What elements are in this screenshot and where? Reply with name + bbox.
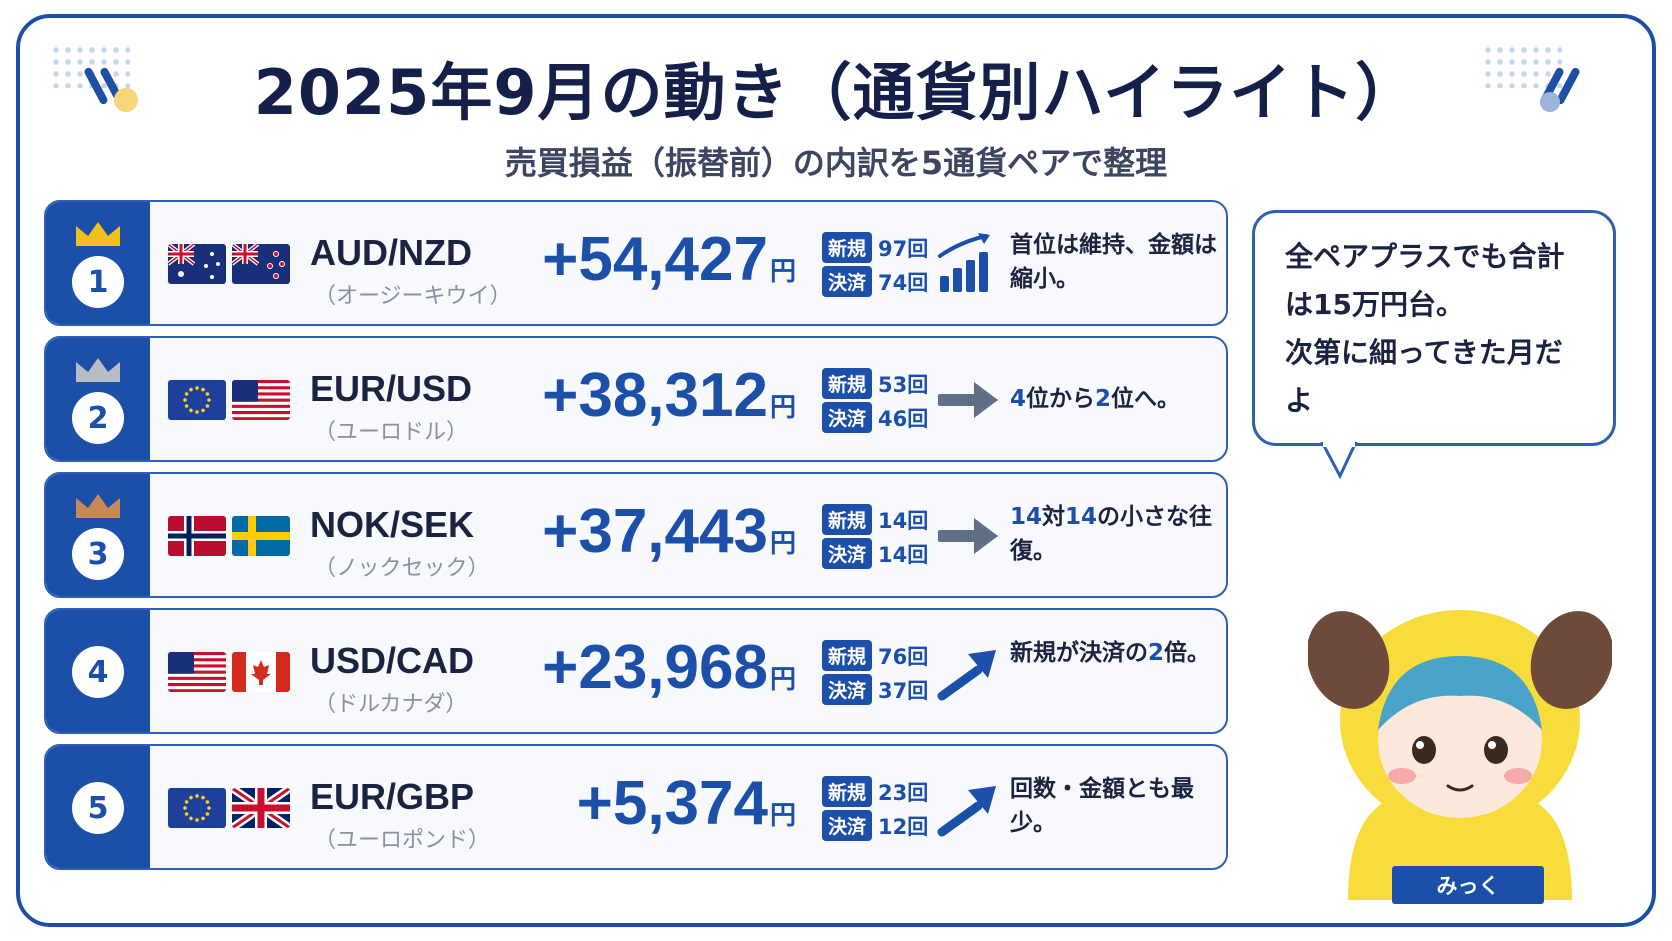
ranking-row: 3 NOK/SEK （ノックセック） +37,443円 新規 14回 決済 14回 … <box>44 472 1228 598</box>
new-count: 新規 14回 <box>822 504 928 535</box>
flags <box>168 788 290 828</box>
flag-eu-icon <box>168 380 226 420</box>
profit-amount: +54,427円 <box>542 225 796 294</box>
new-count: 新規 76回 <box>822 640 928 671</box>
rank-column: 2 <box>46 338 150 460</box>
speech-line: は15万円台。 <box>1285 288 1464 321</box>
circle-decoration <box>114 88 138 112</box>
flag-gb-icon <box>232 788 290 828</box>
profit-amount: +38,312円 <box>542 361 796 430</box>
ranking-row: 2 EUR/USD （ユーロドル） +38,312円 新規 53回 決済 46回 4… <box>44 336 1228 462</box>
flag-se-icon <box>232 516 290 556</box>
pair-name: NOK/SEK <box>310 504 475 545</box>
settle-count: 決済 37回 <box>822 674 928 705</box>
speech-line: よ <box>1285 384 1314 417</box>
speech-line: 全ペアプラスでも合計 <box>1285 240 1565 273</box>
pair-name: EUR/USD <box>310 368 473 409</box>
settle-count: 決済 74回 <box>822 266 928 297</box>
new-count: 新規 53回 <box>822 368 928 399</box>
row-comment: 14対14の小さな往復。 <box>1010 504 1213 564</box>
row-comment: 回数・金額とも最少。 <box>1010 776 1194 836</box>
speech-bubble: 全ペアプラスでも合計 は15万円台。 次第に細ってきた月だ よ <box>1252 210 1616 446</box>
rank-number: 5 <box>72 782 124 834</box>
crown-gold-icon <box>76 222 120 246</box>
pair-name: USD/CAD <box>310 640 475 681</box>
pair-kana: （オージーキウイ） <box>314 284 512 309</box>
pair-kana: （ユーロドル） <box>314 420 469 445</box>
flag-eu-icon <box>168 788 226 828</box>
flag-us-icon <box>232 380 290 420</box>
row-comment: 首位は維持、金額は縮小。 <box>1010 232 1217 292</box>
pair-kana: （ノックセック） <box>314 556 490 581</box>
circle-decoration <box>1540 92 1560 112</box>
profit-amount: +37,443円 <box>542 497 796 566</box>
flags <box>168 380 290 420</box>
flag-ca-icon <box>232 652 290 692</box>
mascot-nameplate: みっく <box>1392 866 1544 904</box>
profit-amount: +23,968円 <box>542 633 796 702</box>
crown-bronze-icon <box>76 494 120 518</box>
pair-name: AUD/NZD <box>310 232 472 273</box>
rank-number: 2 <box>72 392 124 444</box>
rank-column: 5 <box>46 746 150 868</box>
row-comment: 4位から2位へ。 <box>1010 386 1181 412</box>
flag-nz-icon <box>232 244 290 284</box>
pair-kana: （ドルカナダ） <box>314 692 468 717</box>
pair-kana: （ユーロポンド） <box>314 828 491 853</box>
ranking-row: 1 AUD/NZD （オージーキウイ） +54,427円 新規 97回 決済 74回… <box>44 200 1228 326</box>
rank-number: 3 <box>72 528 124 580</box>
mascot-character-icon <box>1308 610 1612 900</box>
row-comment: 新規が決済の2倍。 <box>1010 640 1211 666</box>
speech-tail <box>1320 442 1358 480</box>
flags <box>168 516 290 556</box>
dot-pattern <box>1482 44 1562 88</box>
rank-number: 4 <box>72 646 124 698</box>
ranking-row: 4 USD/CAD （ドルカナダ） +23,968円 新規 76回 決済 37回 新… <box>44 608 1228 734</box>
flag-au-icon <box>168 244 226 284</box>
page-subtitle: 売買損益（振替前）の内訳を5通貨ペアで整理 <box>504 144 1168 182</box>
new-count: 新規 97回 <box>822 232 928 263</box>
flag-us-icon <box>168 652 226 692</box>
rank-number: 1 <box>72 256 124 308</box>
speech-line: 次第に細ってきた月だ <box>1285 336 1563 369</box>
arrow-right-icon <box>938 518 998 554</box>
flags <box>168 652 290 692</box>
arrow-right-icon <box>938 382 998 418</box>
rank-column: 3 <box>46 474 150 596</box>
arrow-up-right-icon <box>937 786 996 837</box>
page-title: 2025年9月の動き（通貨別ハイライト） <box>253 56 1419 129</box>
settle-count: 決済 46回 <box>822 402 928 433</box>
new-count: 新規 23回 <box>822 776 928 807</box>
profit-amount: +5,374円 <box>576 769 796 838</box>
arrow-up-right-icon <box>937 650 996 701</box>
settle-count: 決済 14回 <box>822 538 928 569</box>
rank-column: 1 <box>46 202 150 324</box>
ranking-row: 5 EUR/GBP （ユーロポンド） +5,374円 新規 23回 決済 12回 回… <box>44 744 1228 870</box>
bar-chart-up-icon <box>938 233 990 292</box>
flags <box>168 244 290 284</box>
flag-no-icon <box>168 516 226 556</box>
crown-silver-icon <box>76 358 120 382</box>
settle-count: 決済 12回 <box>822 810 928 841</box>
pair-name: EUR/GBP <box>310 776 475 817</box>
rank-column: 4 <box>46 610 150 732</box>
